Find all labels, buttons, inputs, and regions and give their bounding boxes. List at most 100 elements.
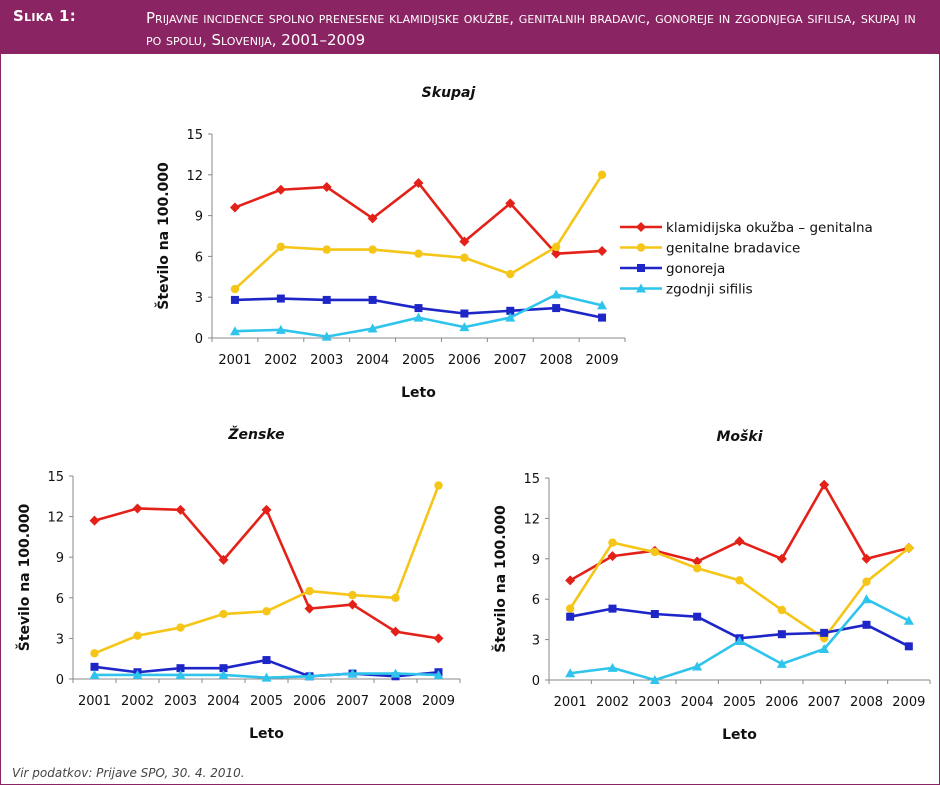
y-tick-label: 6 [195, 250, 203, 265]
data-point-triangle [692, 661, 703, 671]
data-point-circle [414, 249, 423, 258]
x-tick-label: 2002 [596, 695, 629, 710]
series-line [94, 507, 439, 640]
data-point-circle [348, 590, 357, 600]
data-point-diamond [692, 556, 703, 567]
data-point-triangle [275, 324, 286, 334]
data-point-triangle [261, 672, 272, 682]
data-point-square [862, 620, 871, 629]
data-point-circle [368, 245, 377, 254]
y-axis-label: Število na 100.000 [491, 505, 509, 653]
data-point-diamond [367, 213, 378, 224]
data-point-diamond [551, 248, 562, 259]
data-point-triangle [218, 669, 229, 679]
x-tick-label: 2002 [121, 694, 154, 709]
data-point-triangle [636, 283, 646, 293]
data-point-diamond [218, 554, 229, 565]
series-sifilis [229, 289, 608, 341]
x-tick-label: 2007 [808, 695, 841, 710]
data-point-circle [276, 242, 286, 252]
x-tick-label: 2005 [402, 353, 435, 368]
data-point-triangle [321, 331, 332, 341]
x-axis-label: Leto [401, 385, 436, 401]
data-point-square [230, 295, 239, 304]
data-source-note: Vir podatkov: Prijave SPO, 30. 4. 2010. [12, 766, 245, 780]
figure-label: Slika 1: [13, 7, 76, 25]
y-tick-label: 12 [523, 512, 540, 527]
legend-item-klamidija: klamidijska okužba – genitalna [620, 220, 873, 236]
data-point-diamond [459, 236, 470, 247]
series-line [234, 174, 604, 290]
series-sifilis [565, 594, 914, 684]
x-axis-label: Leto [249, 726, 284, 742]
data-point-diamond [636, 222, 646, 232]
data-point-square [414, 304, 423, 313]
data-point-diamond [175, 504, 186, 515]
y-tick-label: 9 [56, 551, 64, 566]
data-point-diamond [565, 575, 576, 586]
data-point-circle [636, 243, 646, 252]
data-point-circle [133, 631, 142, 640]
data-point-square [262, 656, 271, 665]
data-point-triangle [390, 668, 401, 678]
data-point-triangle [607, 662, 618, 672]
data-point-triangle [551, 289, 562, 299]
y-tick-label: 0 [532, 674, 540, 689]
data-point-diamond [261, 504, 272, 515]
data-point-triangle [304, 671, 315, 681]
x-tick-label: 2003 [310, 353, 343, 368]
data-point-square [566, 612, 575, 621]
data-point-triangle [229, 326, 240, 336]
data-point-triangle [367, 323, 378, 333]
data-point-circle [597, 170, 607, 179]
data-point-circle [735, 576, 744, 585]
data-point-triangle [776, 658, 787, 668]
data-point-triangle [819, 644, 830, 654]
legend-label: gonoreja [666, 261, 725, 277]
data-point-diamond [505, 198, 516, 209]
data-point-square [322, 295, 331, 304]
data-point-circle [305, 586, 314, 596]
data-point-diamond [734, 536, 745, 547]
y-tick-label: 12 [186, 169, 203, 184]
y-tick-label: 12 [47, 511, 64, 526]
y-tick-label: 6 [532, 593, 540, 608]
x-tick-label: 2007 [494, 353, 527, 368]
data-point-circle [551, 242, 561, 252]
data-point-triangle [565, 668, 576, 678]
x-tick-label: 2004 [356, 353, 389, 368]
data-point-circle [565, 604, 575, 613]
series-gonoreja [230, 294, 607, 322]
data-point-square [777, 630, 786, 639]
x-tick-label: 2001 [218, 353, 251, 368]
data-point-square [608, 604, 617, 613]
data-point-triangle [175, 669, 186, 679]
x-tick-label: 2008 [379, 694, 412, 709]
data-point-diamond [275, 184, 286, 195]
data-point-circle [262, 607, 271, 616]
series-line [569, 541, 910, 640]
chart-1: Ženske 0 3 6 9 12 15 2001 2002 2003 2004 2005 2006 20… [15, 426, 461, 742]
data-point-triangle [649, 675, 660, 684]
y-axis-label: Število na 100.000 [154, 162, 172, 310]
x-tick-label: 2007 [336, 694, 369, 709]
data-point-circle [862, 577, 871, 586]
chart-0: Skupaj 0 3 6 9 12 15 2001 2002 2003 2004 2005 2006 20… [154, 85, 626, 401]
series-line [234, 181, 603, 255]
x-tick-label: 2003 [638, 695, 671, 710]
data-point-square [460, 309, 469, 318]
y-tick-label: 9 [195, 210, 203, 225]
chart-title: Ženske [227, 426, 284, 443]
x-tick-label: 2008 [540, 353, 573, 368]
x-tick-label: 2001 [78, 694, 111, 709]
data-point-diamond [413, 177, 424, 188]
data-point-square [219, 664, 228, 673]
data-point-triangle [413, 312, 424, 322]
figure-header: Slika 1: Prijavne incidence spolno prene… [1, 1, 939, 54]
series-klamidija [565, 479, 914, 586]
data-point-triangle [433, 669, 444, 679]
y-tick-label: 0 [195, 332, 203, 347]
x-tick-label: 2009 [586, 353, 619, 368]
series-sifilis [89, 668, 444, 682]
